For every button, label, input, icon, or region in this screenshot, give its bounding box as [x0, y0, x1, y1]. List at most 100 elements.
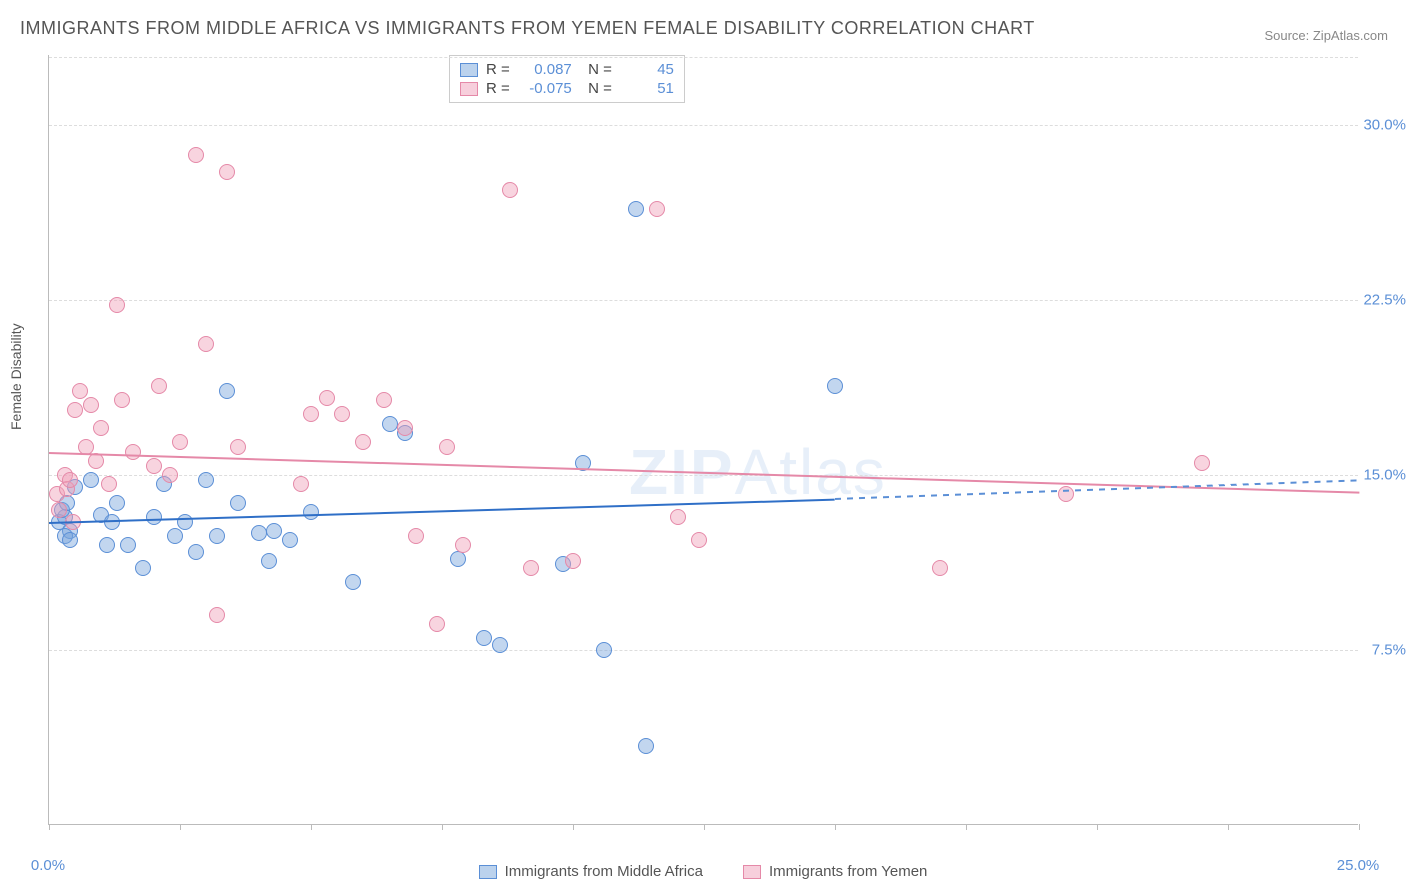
scatter-point-pink [188, 147, 204, 163]
y-tick-label: 15.0% [1362, 467, 1406, 484]
swatch-pink-icon [743, 865, 761, 879]
stat-n-pink: 51 [620, 80, 674, 97]
stat-n-label: N = [580, 80, 612, 97]
gridline [49, 125, 1358, 126]
x-tick-mark [1359, 824, 1360, 830]
y-tick-label: 30.0% [1362, 117, 1406, 134]
scatter-point-blue [596, 642, 612, 658]
scatter-point-blue [135, 560, 151, 576]
scatter-point-blue [188, 544, 204, 560]
legend-item-pink: Immigrants from Yemen [743, 863, 927, 880]
scatter-point-blue [638, 738, 654, 754]
gridline [49, 57, 1358, 58]
x-tick-mark [704, 824, 705, 830]
y-axis-label: Female Disability [8, 323, 24, 430]
stat-r-blue: 0.087 [518, 61, 572, 78]
scatter-point-blue [450, 551, 466, 567]
gridline [49, 650, 1358, 651]
x-tick-mark [573, 824, 574, 830]
scatter-point-blue [266, 523, 282, 539]
scatter-point-blue [476, 630, 492, 646]
chart-title: IMMIGRANTS FROM MIDDLE AFRICA VS IMMIGRA… [20, 18, 1035, 39]
scatter-point-pink [355, 434, 371, 450]
scatter-point-blue [261, 553, 277, 569]
legend-label-blue: Immigrants from Middle Africa [505, 863, 703, 880]
scatter-point-blue [83, 472, 99, 488]
scatter-point-pink [649, 201, 665, 217]
scatter-point-pink [51, 502, 67, 518]
scatter-point-pink [101, 476, 117, 492]
scatter-point-pink [397, 420, 413, 436]
scatter-point-pink [198, 336, 214, 352]
source-link[interactable]: ZipAtlas.com [1313, 28, 1388, 43]
scatter-point-blue [177, 514, 193, 530]
gridline [49, 300, 1358, 301]
scatter-point-blue [198, 472, 214, 488]
scatter-point-blue [120, 537, 136, 553]
scatter-point-pink [93, 420, 109, 436]
x-tick-mark [1228, 824, 1229, 830]
scatter-point-pink [439, 439, 455, 455]
scatter-point-blue [345, 574, 361, 590]
x-tick-label: 25.0% [1337, 857, 1380, 874]
scatter-point-blue [382, 416, 398, 432]
stat-r-label: R = [486, 61, 510, 78]
x-tick-mark [966, 824, 967, 830]
scatter-point-blue [109, 495, 125, 511]
scatter-point-blue [282, 532, 298, 548]
swatch-pink-icon [460, 82, 478, 96]
scatter-point-blue [146, 509, 162, 525]
y-tick-label: 22.5% [1362, 292, 1406, 309]
plot-area: ZIPAtlas R = 0.087 N = 45 R = -0.075 N =… [48, 55, 1358, 825]
scatter-point-pink [523, 560, 539, 576]
stat-r-label: R = [486, 80, 510, 97]
scatter-point-pink [62, 472, 78, 488]
scatter-point-blue [209, 528, 225, 544]
scatter-point-pink [565, 553, 581, 569]
swatch-blue-icon [479, 865, 497, 879]
stat-r-pink: -0.075 [518, 80, 572, 97]
x-tick-mark [835, 824, 836, 830]
scatter-point-pink [319, 390, 335, 406]
scatter-point-pink [109, 297, 125, 313]
y-tick-label: 7.5% [1362, 642, 1406, 659]
scatter-point-pink [293, 476, 309, 492]
legend-label-pink: Immigrants from Yemen [769, 863, 927, 880]
scatter-point-blue [219, 383, 235, 399]
scatter-point-blue [827, 378, 843, 394]
trendline-blue-solid [49, 498, 835, 523]
scatter-point-blue [492, 637, 508, 653]
stat-row-pink: R = -0.075 N = 51 [460, 79, 674, 98]
scatter-point-blue [62, 532, 78, 548]
scatter-point-pink [691, 532, 707, 548]
x-tick-mark [1097, 824, 1098, 830]
scatter-point-pink [67, 402, 83, 418]
stat-n-label: N = [580, 61, 612, 78]
scatter-point-pink [83, 397, 99, 413]
legend-bottom: Immigrants from Middle Africa Immigrants… [0, 863, 1406, 880]
scatter-point-pink [455, 537, 471, 553]
scatter-point-pink [114, 392, 130, 408]
chart-container: IMMIGRANTS FROM MIDDLE AFRICA VS IMMIGRA… [0, 0, 1406, 892]
source-prefix: Source: [1264, 28, 1312, 43]
scatter-point-blue [251, 525, 267, 541]
scatter-point-pink [146, 458, 162, 474]
source-attribution: Source: ZipAtlas.com [1264, 28, 1388, 43]
scatter-point-pink [1194, 455, 1210, 471]
scatter-point-blue [167, 528, 183, 544]
scatter-point-pink [1058, 486, 1074, 502]
scatter-point-pink [72, 383, 88, 399]
x-tick-mark [49, 824, 50, 830]
gridline [49, 475, 1358, 476]
scatter-point-pink [334, 406, 350, 422]
scatter-point-pink [303, 406, 319, 422]
scatter-point-pink [162, 467, 178, 483]
scatter-point-pink [209, 607, 225, 623]
x-tick-mark [180, 824, 181, 830]
stat-row-blue: R = 0.087 N = 45 [460, 60, 674, 79]
x-tick-label: 0.0% [31, 857, 65, 874]
scatter-point-pink [932, 560, 948, 576]
scatter-point-pink [230, 439, 246, 455]
scatter-point-blue [303, 504, 319, 520]
scatter-point-pink [502, 182, 518, 198]
